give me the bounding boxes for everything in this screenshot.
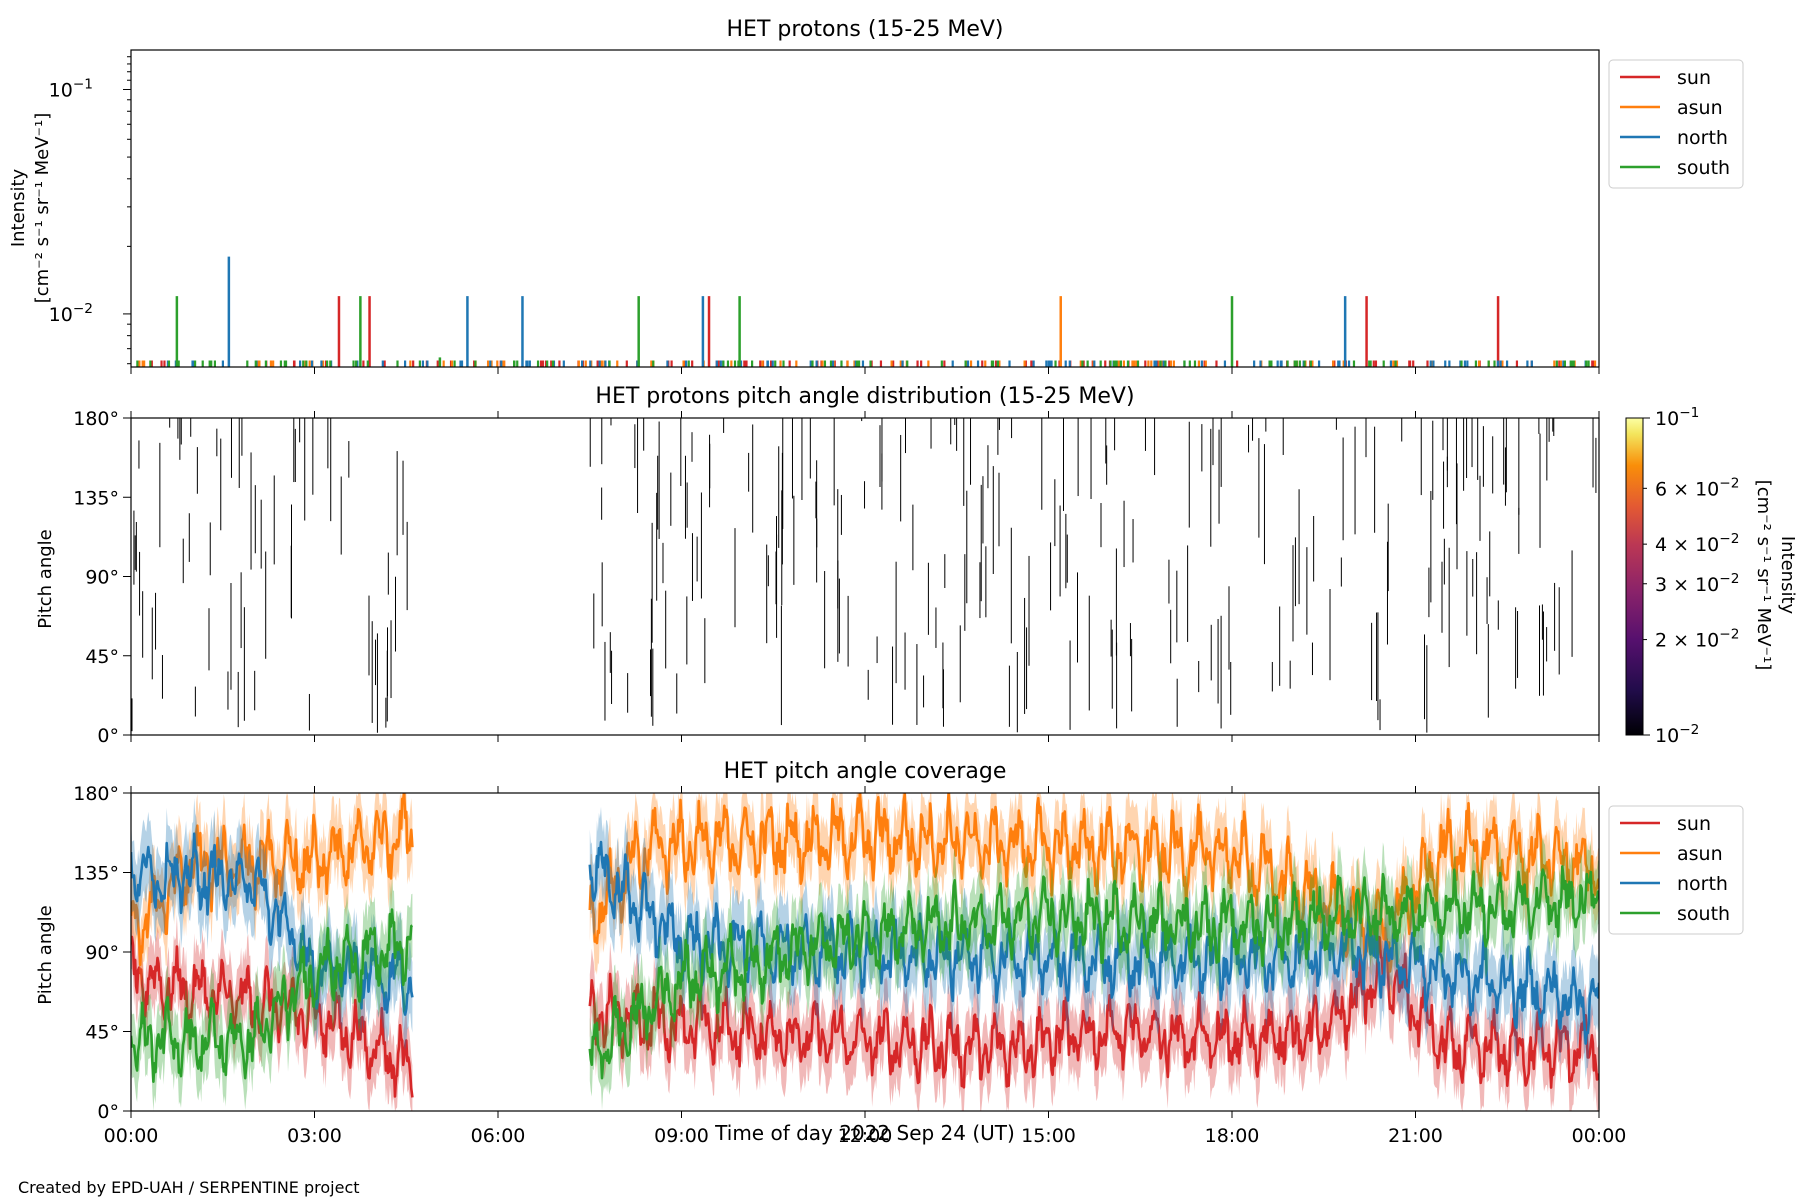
legend-label-south: south [1677, 157, 1730, 179]
panel-coverage-xlabel: Time of day 2022 Sep 24 (UT) [714, 1121, 1015, 1145]
ytick-label: 90° [85, 942, 119, 964]
xtick-label: 21:00 [1388, 1125, 1443, 1147]
panel-intensity-title: HET protons (15-25 MeV) [727, 17, 1004, 42]
colorbar-tick-label-exp: −2 [1719, 475, 1739, 491]
colorbar-tick-label-exp: −2 [1719, 627, 1739, 643]
ytick-label: 10−2 [49, 301, 93, 326]
legend-label-asun: asun [1677, 97, 1723, 119]
panel-pad-title: HET protons pitch angle distribution (15… [595, 384, 1134, 409]
legend-label-sun: sun [1677, 67, 1711, 89]
colorbar-tick-label-exp: −2 [1719, 531, 1739, 547]
band-south [589, 834, 1599, 1110]
panel-coverage-legend: sun asun north south [1608, 805, 1744, 935]
intensity-series [136, 256, 1597, 367]
xtick-label: 12:00 [838, 1125, 893, 1147]
colorbar-tick-label-exp: −2 [1719, 571, 1739, 587]
colorbar-tick-label: 4 × 10−2 [1655, 531, 1739, 556]
pad-cells [131, 418, 1597, 733]
ytick-label: 90° [85, 567, 119, 589]
ylabel-line1: Intensity [8, 168, 29, 247]
series-south [131, 834, 1599, 1111]
panel-intensity: HET protons (15-25 MeV) Intensity [cm⁻² s… [8, 17, 1744, 374]
ytick-label: 135° [73, 487, 119, 509]
band-north [589, 806, 1599, 1079]
series-south [136, 296, 1590, 367]
legend-box [1608, 59, 1744, 189]
band-sun [131, 905, 413, 1111]
line-south [588, 865, 1599, 1080]
series-sun [131, 905, 1599, 1111]
axes-frame [130, 417, 1600, 736]
ytick-label: 10−1 [49, 77, 93, 102]
xtick-label: 18:00 [1205, 1125, 1260, 1147]
colorbar-tick-label-exp: −2 [1679, 722, 1699, 738]
legend-box [1608, 805, 1744, 935]
ytick-label: 180° [73, 783, 119, 805]
line-sun [588, 935, 1599, 1089]
line-north [588, 840, 1599, 1045]
series-sun [137, 296, 1595, 367]
xtick-label: 00:00 [1572, 1125, 1627, 1147]
legend-label-south: south [1677, 903, 1730, 925]
ytick-label: 135° [73, 863, 119, 885]
colorbar-label-line2: [cm⁻² s⁻¹ sr⁻¹ MeV⁻¹] [1753, 480, 1774, 671]
series-asun [138, 296, 1597, 367]
panel-pad-plot: 0° 45° 90° 135° 180° [73, 408, 1600, 747]
xtick-label: 15:00 [1021, 1125, 1076, 1147]
ytick-label: 45° [85, 646, 119, 668]
colorbar-tick-label: 2 × 10−2 [1655, 627, 1739, 652]
ytick-label-exp: −2 [73, 301, 93, 317]
panel-pad: HET protons pitch angle distribution (15… [35, 384, 1798, 747]
xtick-label: 00:00 [104, 1125, 159, 1147]
legend-label-asun: asun [1677, 843, 1723, 865]
ytick-label: 180° [73, 408, 119, 430]
line-south [131, 908, 414, 1083]
axes-frame [130, 49, 1600, 368]
colorbar-tick-label-exp: −1 [1679, 405, 1699, 421]
panel-intensity-ylabel: Intensity [cm⁻² s⁻¹ sr⁻¹ MeV⁻¹] [8, 113, 53, 304]
line-sun [131, 935, 414, 1098]
ytick-label: 45° [85, 1022, 119, 1044]
panel-pad-colorbar: 10−2 2 × 10−2 3 × 10−2 4 × 10−2 6 × 10−2 10−1… [1625, 405, 1798, 747]
footer-credit: Created by EPD-UAH / SERPENTINE project [18, 1178, 360, 1197]
colorbar-tick-label: 6 × 10−2 [1655, 475, 1739, 500]
colorbar-tick-label: 10−1 [1655, 405, 1699, 430]
legend-label-north: north [1677, 873, 1728, 895]
line-asun [588, 793, 1599, 973]
panel-coverage: HET pitch angle coverage Pitch angle 0° 4… [35, 759, 1744, 1147]
ytick-label: 0° [97, 725, 119, 747]
coverage-series [131, 793, 1599, 1111]
panel-coverage-title: HET pitch angle coverage [724, 759, 1007, 784]
band-sun [589, 905, 1599, 1111]
xtick-label: 06:00 [471, 1125, 526, 1147]
legend-label-sun: sun [1677, 813, 1711, 835]
legend-label-north: north [1677, 127, 1728, 149]
colorbar-tick-label: 10−2 [1655, 722, 1699, 747]
xtick-label: 09:00 [654, 1125, 709, 1147]
line-north [131, 832, 414, 1016]
colorbar-bar [1625, 417, 1644, 736]
colorbar-label-line1: Intensity [1777, 536, 1798, 615]
panel-intensity-legend: sun asun north south [1608, 59, 1744, 189]
ytick-label-exp: −1 [73, 77, 93, 93]
series-north [131, 798, 1599, 1079]
panel-coverage-ylabel: Pitch angle [35, 905, 56, 1004]
ytick-label: 0° [97, 1101, 119, 1123]
ylabel-line2: [cm⁻² s⁻¹ sr⁻¹ MeV⁻¹] [32, 113, 53, 304]
panel-pad-ylabel: Pitch angle [35, 529, 56, 628]
panel-intensity-plot: 10−2 10−1 [49, 49, 1600, 374]
panel-coverage-plot: 0° 45° 90° 135° 180° 00:00 03:00 06:00 09:00 12:0… [73, 783, 1626, 1147]
xtick-label: 03:00 [287, 1125, 342, 1147]
series-north [166, 256, 1587, 367]
colorbar-tick-label: 3 × 10−2 [1655, 571, 1739, 596]
